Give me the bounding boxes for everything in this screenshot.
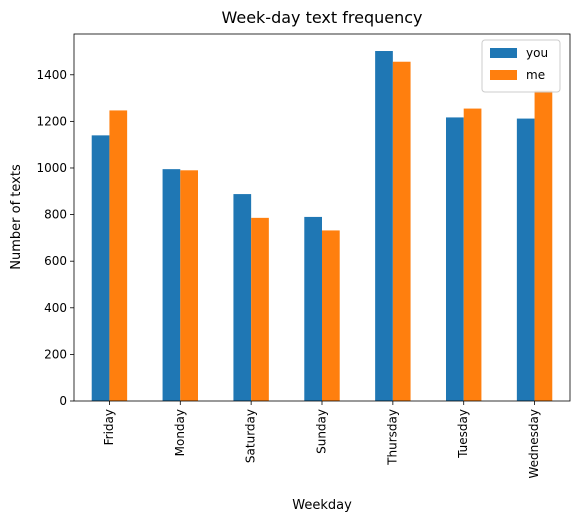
bar-you-tuesday — [446, 117, 464, 402]
bar-you-sunday — [304, 216, 322, 401]
y-tick-label: 800 — [44, 208, 67, 222]
y-tick-label: 1000 — [36, 161, 67, 175]
bar-me-sunday — [322, 230, 340, 401]
y-tick-label: 400 — [44, 301, 67, 315]
bar-me-friday — [109, 110, 128, 402]
y-tick-label: 200 — [44, 347, 67, 361]
y-tick-label: 600 — [44, 254, 67, 268]
bar-me-saturday — [251, 217, 269, 401]
plot-area: 0 200 400 600 800 1000 1200 1400 Friday Monday Sat… — [36, 33, 571, 478]
legend-swatch-you — [490, 48, 517, 58]
bar-you-saturday — [233, 194, 252, 401]
x-tick-label-monday: Monday — [173, 409, 187, 456]
legend-label-you: you — [526, 46, 548, 60]
x-tick-label-tuesday: Tuesday — [456, 409, 470, 459]
x-tick-label-wednesday: Wednesday — [527, 409, 541, 478]
bar-you-thursday — [375, 51, 393, 401]
bar-me-monday — [180, 170, 198, 401]
x-tick-label-friday: Friday — [102, 409, 116, 445]
y-tick-label: 1400 — [36, 68, 67, 82]
axes-frame — [73, 33, 571, 402]
y-tick-label: 0 — [59, 394, 67, 408]
bar-you-monday — [162, 169, 181, 401]
bar-you-friday — [91, 135, 110, 402]
y-tick-label: 1200 — [36, 114, 67, 128]
x-tick-label-thursday: Thursday — [385, 409, 399, 466]
bar-me-wednesday — [534, 90, 553, 402]
legend: you me — [481, 39, 561, 93]
bar-me-tuesday — [463, 108, 482, 401]
bar-me-thursday — [392, 61, 411, 401]
legend-swatch-me — [490, 70, 517, 80]
chart-title: Week-day text frequency — [221, 8, 422, 27]
legend-label-me: me — [526, 68, 545, 82]
x-tick-label-saturday: Saturday — [244, 409, 258, 463]
x-tick-label-sunday: Sunday — [315, 409, 329, 454]
y-axis-label: Number of texts — [9, 164, 24, 270]
x-axis-label: Weekday — [292, 498, 352, 513]
bar-you-wednesday — [516, 118, 535, 401]
legend-frame — [481, 39, 561, 93]
